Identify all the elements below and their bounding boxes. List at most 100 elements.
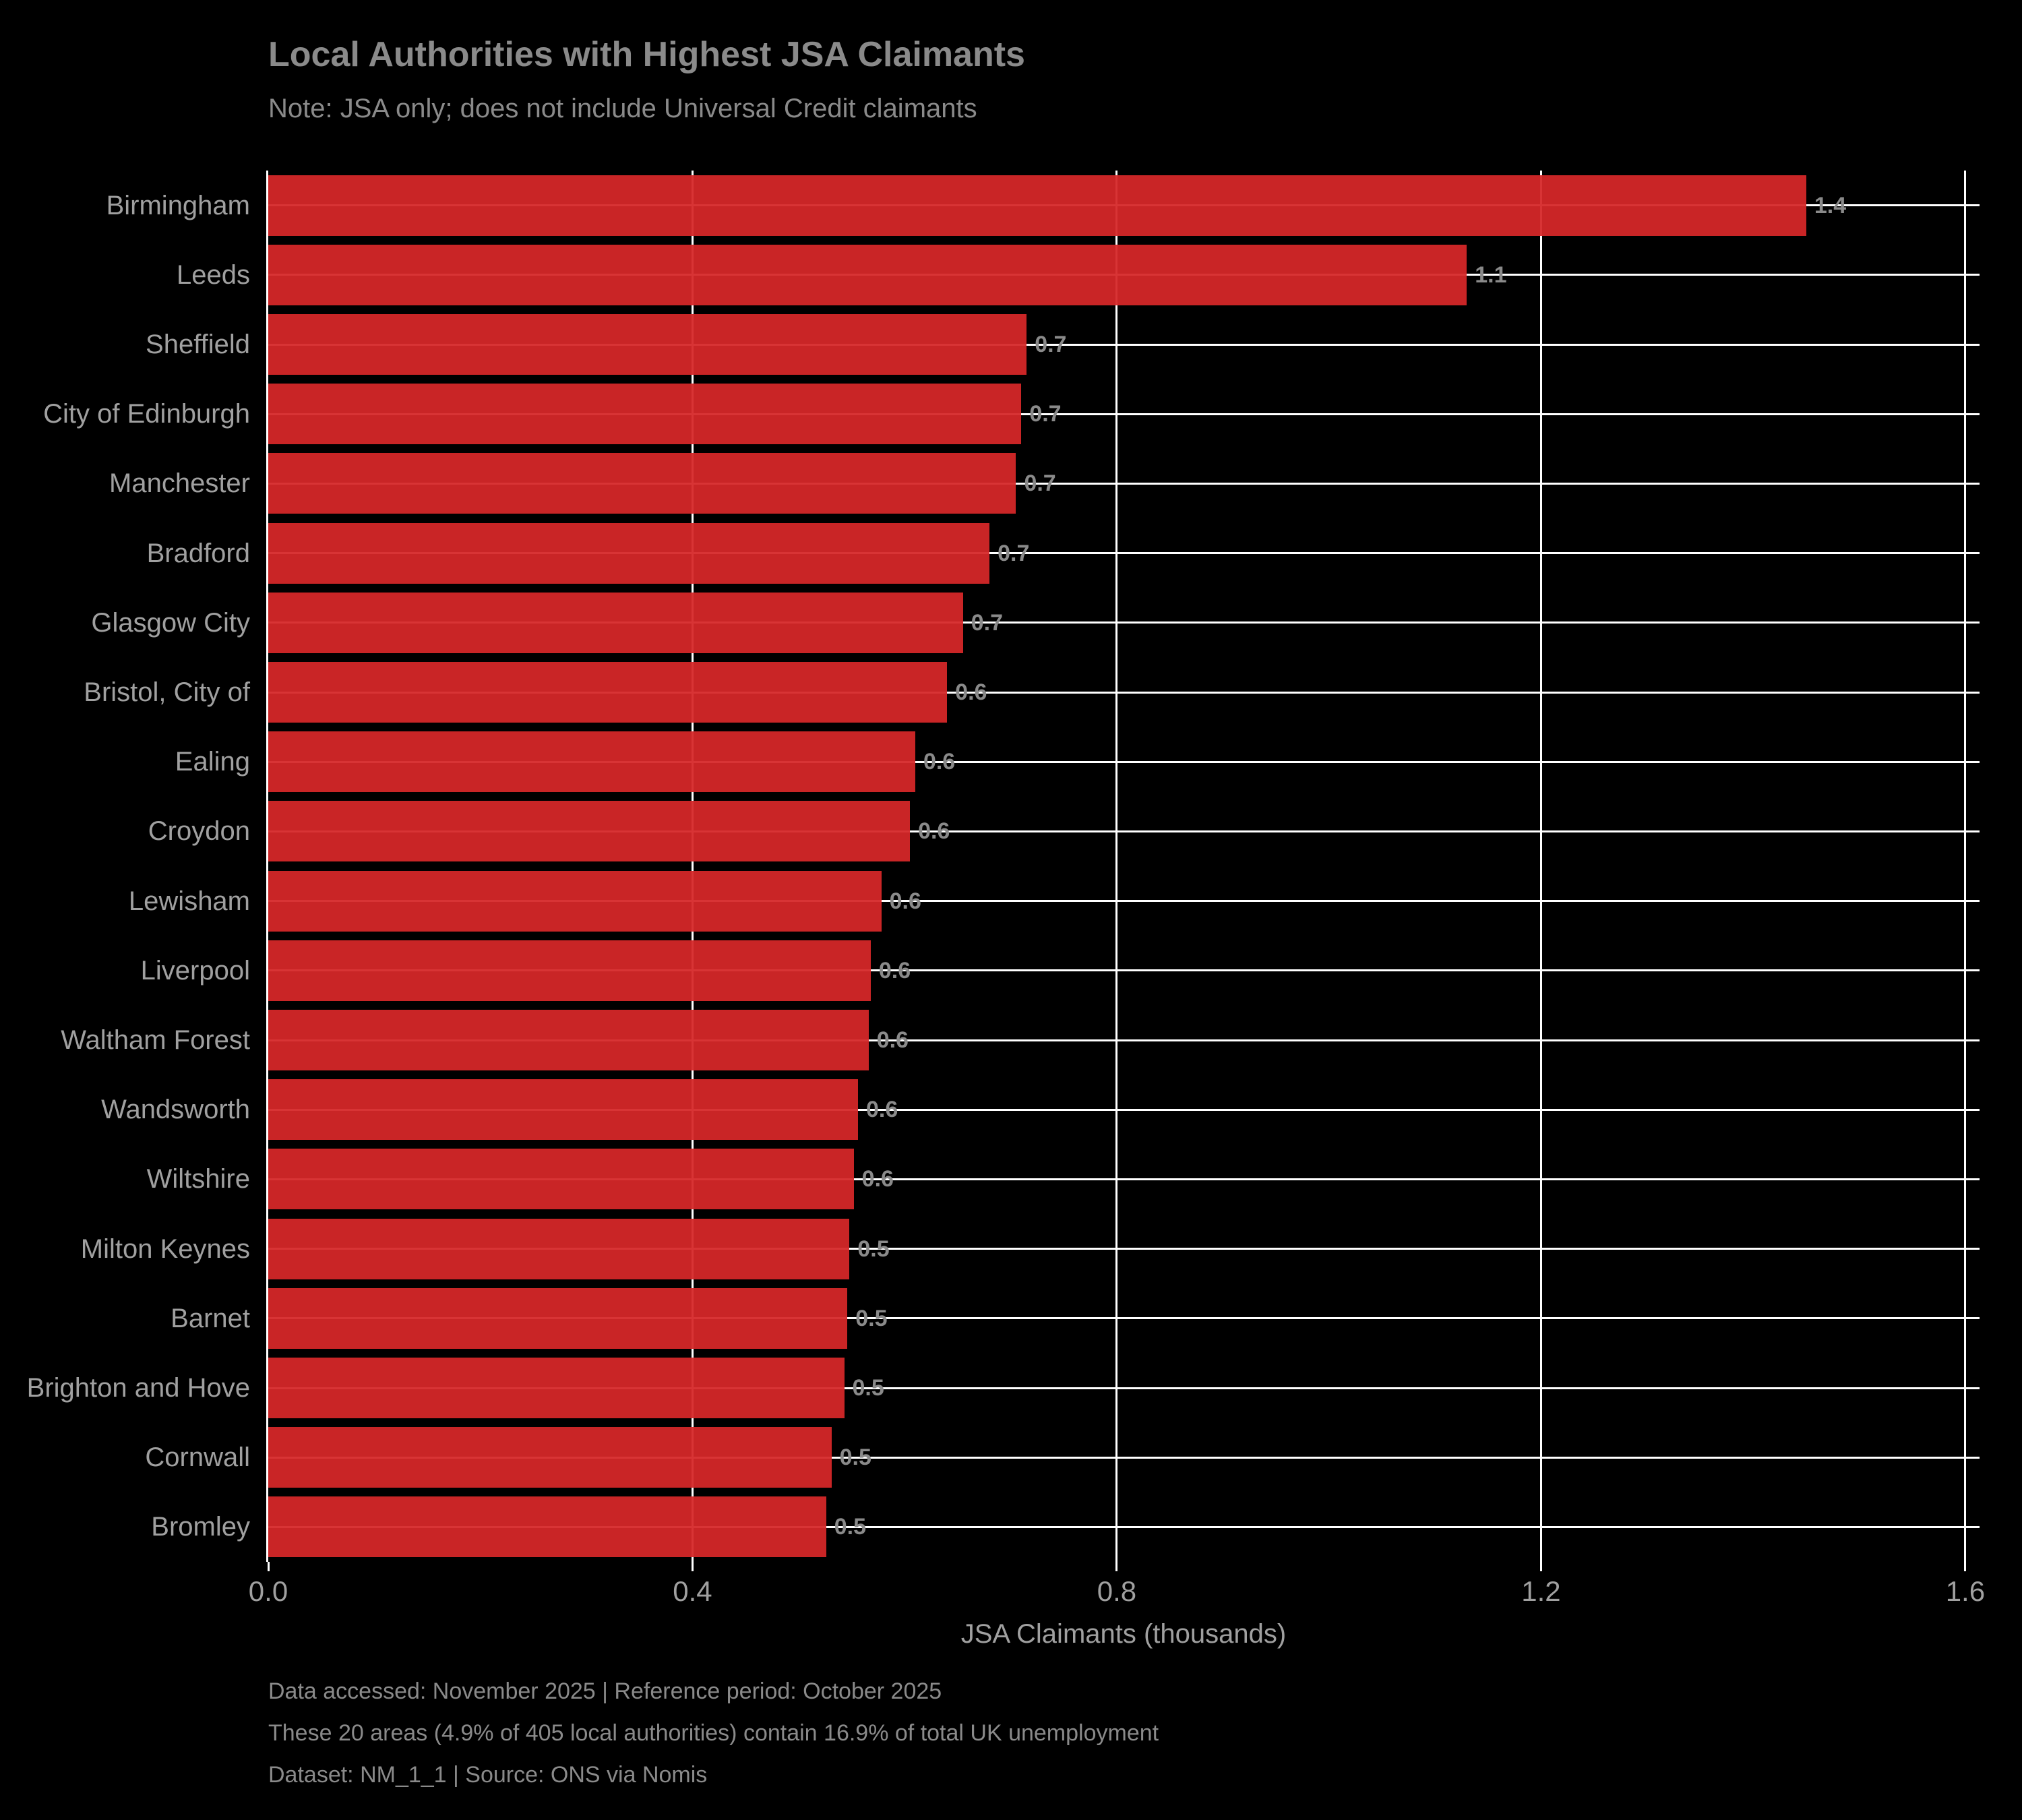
x-axis-tick — [267, 1562, 270, 1571]
x-gridline — [1539, 171, 1542, 1562]
y-axis-label: Croydon — [148, 816, 250, 847]
y-gridline — [268, 1525, 1980, 1528]
y-gridline — [268, 760, 1980, 763]
bar-value-label: 1.4 — [1814, 192, 1847, 218]
bar — [268, 384, 1022, 445]
bar — [268, 244, 1467, 305]
y-axis-label: Sheffield — [146, 330, 250, 359]
x-axis-tick — [1964, 1562, 1967, 1571]
y-gridline — [268, 343, 1980, 346]
bar-value-label: 0.6 — [923, 749, 956, 775]
y-gridline — [268, 413, 1980, 415]
y-gridline — [268, 1248, 1980, 1250]
y-gridline — [268, 1178, 1980, 1180]
footnote-line: These 20 areas (4.9% of 405 local author… — [268, 1720, 1159, 1746]
y-axis-label: Milton Keynes — [80, 1234, 250, 1264]
bar-value-label: 1.1 — [1475, 262, 1507, 288]
y-axis-label: Liverpool — [140, 955, 250, 985]
y-axis-label: Bromley — [151, 1512, 250, 1542]
bar — [268, 314, 1027, 375]
y-axis-label: Birmingham — [106, 190, 250, 220]
y-axis-label: Manchester — [109, 468, 250, 499]
bar — [268, 1287, 848, 1349]
x-axis-tick-label: 0.0 — [248, 1575, 288, 1607]
y-gridline — [268, 1456, 1980, 1459]
bar-value-label: 0.6 — [861, 1166, 894, 1192]
y-axis-label: Bristol, City of — [84, 677, 250, 707]
y-gridline — [268, 621, 1980, 624]
x-axis-tick-label: 1.2 — [1521, 1575, 1561, 1607]
y-axis-label: Leeds — [177, 260, 250, 290]
bar-value-label: 0.6 — [876, 1027, 909, 1053]
bar-value-label: 0.7 — [998, 540, 1030, 566]
bar-value-label: 0.5 — [855, 1305, 888, 1331]
bar — [268, 592, 963, 653]
y-axis-label: Barnet — [171, 1303, 250, 1333]
bar-value-label: 0.6 — [878, 957, 911, 983]
chart-subtitle: Note: JSA only; does not include Univers… — [268, 94, 977, 123]
y-axis-label: Cornwall — [145, 1443, 250, 1473]
y-axis-label: Waltham Forest — [61, 1025, 250, 1055]
x-axis-tick — [1539, 1562, 1542, 1571]
y-gridline — [268, 691, 1980, 694]
bar — [268, 175, 1806, 236]
y-axis-label: City of Edinburgh — [43, 399, 250, 429]
bar — [268, 522, 990, 584]
bar-value-label: 0.5 — [839, 1445, 871, 1471]
bar-value-label: 0.6 — [955, 679, 987, 705]
y-axis-label: Lewisham — [128, 886, 250, 916]
y-gridline — [268, 1387, 1980, 1389]
y-axis-label: Ealing — [175, 747, 250, 777]
y-gridline — [268, 552, 1980, 555]
y-gridline — [268, 1108, 1980, 1111]
footnote: Data accessed: November 2025 | Reference… — [268, 1670, 1159, 1796]
y-axis-label: Wandsworth — [101, 1095, 250, 1125]
y-gridline — [268, 900, 1980, 903]
bar-value-label: 0.7 — [1029, 401, 1062, 427]
y-axis-label: Brighton and Hove — [26, 1373, 250, 1403]
bar — [268, 1010, 869, 1070]
y-axis-label: Glasgow City — [91, 607, 250, 638]
bar — [268, 940, 871, 1001]
bar-value-label: 0.6 — [889, 888, 921, 914]
bar — [268, 1218, 850, 1279]
bar — [268, 1149, 854, 1210]
chart-title: Local Authorities with Highest JSA Claim… — [268, 35, 1025, 74]
y-axis-label: Wiltshire — [146, 1164, 250, 1194]
y-gridline — [268, 1039, 1980, 1041]
x-axis-title: JSA Claimants (thousands) — [960, 1619, 1287, 1649]
bar — [268, 1358, 845, 1418]
x-axis-tick-label: 1.6 — [1945, 1575, 1986, 1607]
x-axis-tick-label: 0.8 — [1097, 1575, 1137, 1607]
bar-value-label: 0.5 — [857, 1236, 890, 1262]
bar — [268, 1496, 826, 1558]
x-gridline — [1964, 171, 1967, 1562]
bar — [268, 662, 948, 723]
plot-area — [266, 171, 1980, 1571]
y-gridline — [268, 482, 1980, 485]
bar-value-label: 0.6 — [918, 818, 950, 845]
x-axis-tick — [691, 1562, 694, 1571]
bar-value-label: 0.7 — [1035, 332, 1067, 357]
bar-value-label: 0.5 — [834, 1514, 867, 1540]
footnote-line: Dataset: NM_1_1 | Source: ONS via Nomis — [268, 1762, 708, 1788]
x-axis-tick — [1115, 1562, 1118, 1571]
bar-value-label: 0.6 — [865, 1097, 898, 1123]
y-gridline — [268, 1317, 1980, 1320]
footnote-line: Data accessed: November 2025 | Reference… — [268, 1678, 942, 1704]
bar — [268, 1079, 858, 1141]
bar-value-label: 0.5 — [852, 1375, 884, 1401]
bar — [268, 453, 1016, 514]
bar — [268, 870, 882, 932]
bar — [268, 1427, 832, 1488]
x-gridline — [691, 171, 694, 1562]
y-gridline — [268, 969, 1980, 972]
bar — [268, 801, 911, 862]
y-axis-label: Bradford — [146, 538, 250, 568]
x-gridline — [1115, 171, 1118, 1562]
bar-value-label: 0.7 — [1024, 471, 1056, 497]
bar-value-label: 0.7 — [971, 609, 1004, 636]
y-axis-spine — [266, 171, 268, 1562]
y-gridline — [268, 830, 1980, 832]
